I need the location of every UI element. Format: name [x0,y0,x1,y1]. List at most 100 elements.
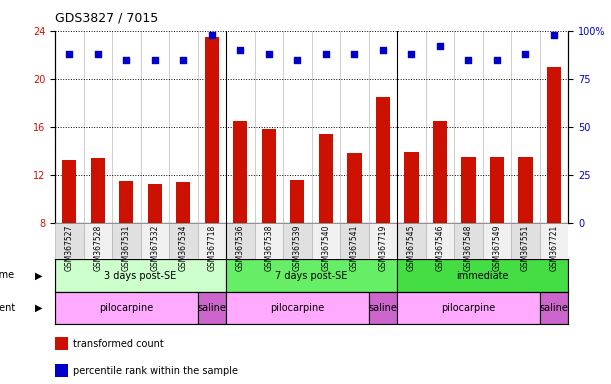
Bar [397,259,568,292]
Bar [312,31,340,223]
Text: GSM367549: GSM367549 [492,225,502,271]
Text: 3 days post-SE: 3 days post-SE [104,270,177,281]
Bar [483,31,511,223]
Bar [141,31,169,223]
Bar [176,182,191,223]
Bar [368,31,397,223]
Text: GSM367541: GSM367541 [350,225,359,271]
Bar [233,121,247,223]
Bar [340,31,368,223]
Point [321,51,331,57]
Text: GSM367536: GSM367536 [236,225,245,271]
Bar [540,31,568,223]
Bar [518,157,533,223]
Bar [84,31,112,223]
Text: percentile rank within the sample: percentile rank within the sample [73,366,238,376]
Text: GSM367540: GSM367540 [321,225,331,271]
Text: GDS3827 / 7015: GDS3827 / 7015 [55,12,158,25]
Bar [141,223,169,259]
Text: immediate: immediate [456,270,509,281]
Point [64,51,74,57]
Bar [347,153,362,223]
Bar [55,31,84,223]
Point [293,56,302,63]
Bar [197,292,226,324]
Text: GSM367545: GSM367545 [407,225,416,271]
Point [406,51,416,57]
Bar [283,223,312,259]
Bar [197,223,226,259]
Point [521,51,530,57]
Bar [290,180,304,223]
Bar [511,31,540,223]
Bar [319,134,333,223]
Bar [433,121,447,223]
Text: GSM367534: GSM367534 [179,225,188,271]
Bar [55,364,68,377]
Bar [169,223,197,259]
Text: transformed count: transformed count [73,339,164,349]
Bar [397,292,540,324]
Bar [454,31,483,223]
Point [492,56,502,63]
Bar [376,97,390,223]
Point [235,47,245,53]
Bar [368,292,397,324]
Bar [404,152,419,223]
Bar [226,292,368,324]
Text: GSM367721: GSM367721 [549,225,558,271]
Bar [397,31,426,223]
Bar [454,223,483,259]
Bar [84,223,112,259]
Bar [205,37,219,223]
Point [178,56,188,63]
Bar [55,223,84,259]
Point [207,31,217,38]
Bar [62,161,76,223]
Bar [90,158,105,223]
Text: GSM367539: GSM367539 [293,225,302,271]
Bar [112,31,141,223]
Point [349,51,359,57]
Text: pilocarpine: pilocarpine [99,303,153,313]
Bar [397,223,426,259]
Text: GSM367532: GSM367532 [150,225,159,271]
Bar [283,31,312,223]
Bar [226,259,397,292]
Bar [368,223,397,259]
Bar [426,223,454,259]
Bar [169,31,197,223]
Bar [540,223,568,259]
Bar [461,157,475,223]
Text: ▶: ▶ [35,270,43,280]
Text: ▶: ▶ [35,303,43,313]
Text: GSM367531: GSM367531 [122,225,131,271]
Bar [340,223,368,259]
Text: pilocarpine: pilocarpine [270,303,324,313]
Bar [226,223,255,259]
Text: GSM367719: GSM367719 [378,225,387,271]
Text: 7 days post-SE: 7 days post-SE [276,270,348,281]
Text: GSM367528: GSM367528 [93,225,102,271]
Text: saline: saline [368,303,397,313]
Point [93,51,103,57]
Bar [547,67,561,223]
Bar [483,223,511,259]
Bar [55,292,197,324]
Bar [490,157,504,223]
Text: agent: agent [0,303,15,313]
Bar [112,223,141,259]
Text: GSM367548: GSM367548 [464,225,473,271]
Bar [255,223,283,259]
Text: GSM367538: GSM367538 [265,225,273,271]
Point [150,56,159,63]
Point [378,47,388,53]
Point [122,56,131,63]
Bar [197,31,226,223]
Point [435,43,445,49]
Text: time: time [0,270,15,280]
Text: GSM367551: GSM367551 [521,225,530,271]
Bar [426,31,454,223]
Bar [148,184,162,223]
Text: GSM367718: GSM367718 [207,225,216,271]
